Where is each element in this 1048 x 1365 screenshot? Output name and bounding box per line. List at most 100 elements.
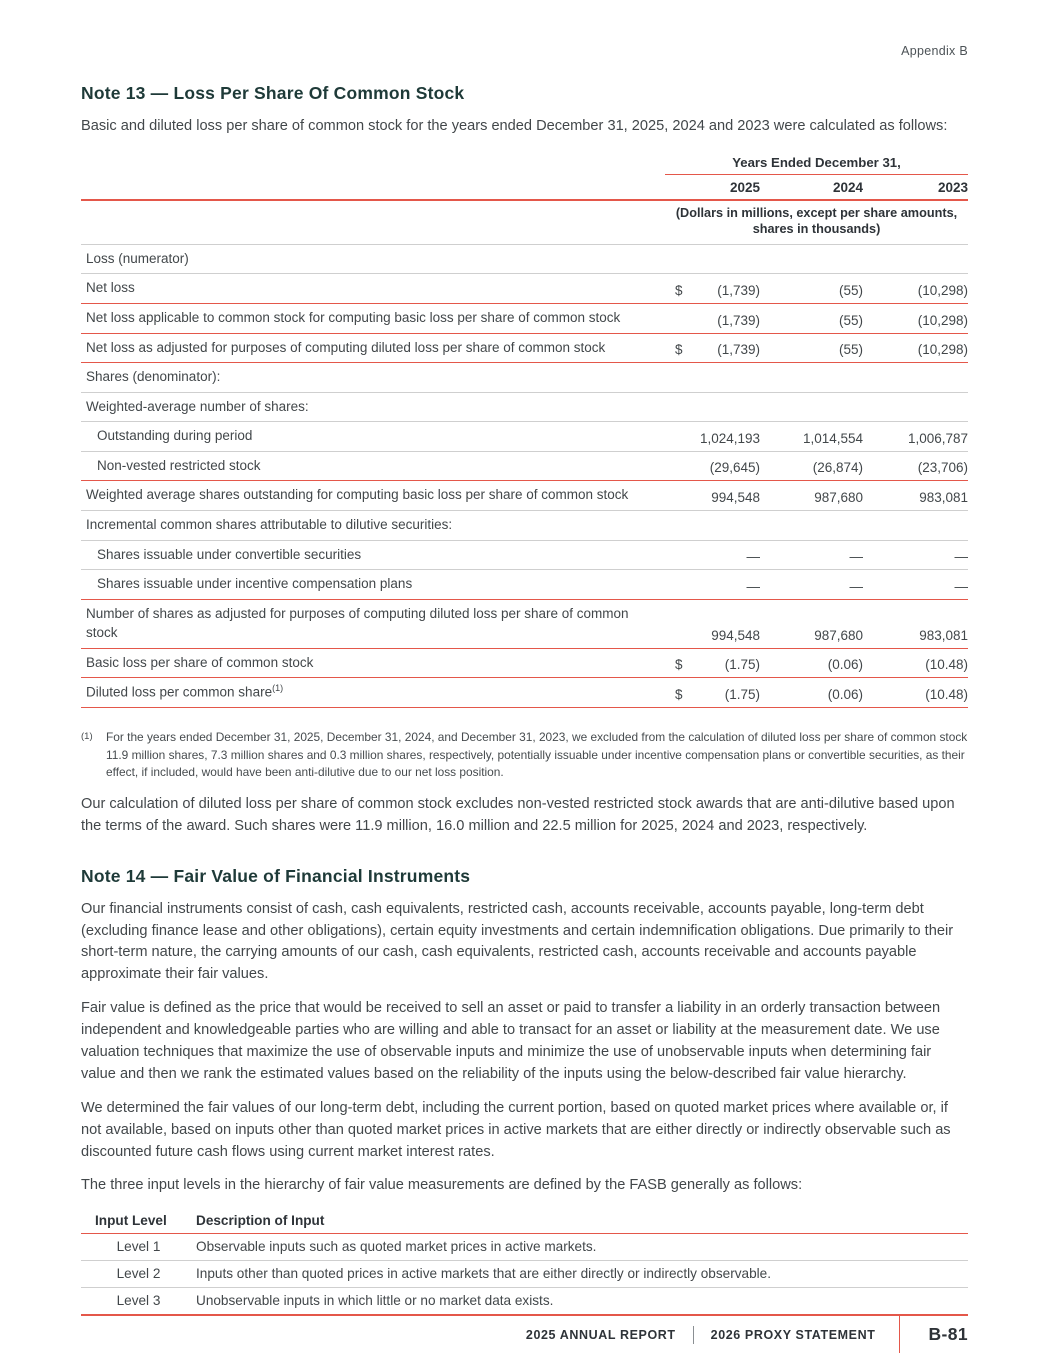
eps-table: Years Ended December 31, 2025 2024 2023 … xyxy=(81,155,968,709)
table-row: Non-vested restricted stock (29,645) (26,8… xyxy=(81,452,968,482)
value-cell: (1,739) xyxy=(717,312,760,328)
input-level-cell: Level 1 xyxy=(116,1239,161,1255)
input-levels-header-row: Input Level Description of Input xyxy=(81,1213,968,1235)
value-cell: — xyxy=(954,578,969,594)
table-row: Basic loss per share of common stock $ (1.… xyxy=(81,649,968,679)
value-cell: (55) xyxy=(838,342,863,358)
footer-annual-report: 2025 ANNUAL REPORT xyxy=(525,1327,676,1342)
value-cell: (26,874) xyxy=(812,460,863,476)
value-cell: 987,680 xyxy=(814,627,863,643)
row-label: Weighted-average number of shares: xyxy=(86,398,309,414)
input-level-row: Level 3 Unobservable inputs in which litt… xyxy=(81,1288,968,1316)
row-label: Shares (denominator): xyxy=(86,369,221,385)
value-cell: (0.06) xyxy=(827,687,863,703)
row-label: Net loss as adjusted for purposes of com… xyxy=(86,339,606,355)
value-cell: 994,548 xyxy=(711,489,760,505)
input-level-cell: Level 3 xyxy=(116,1293,161,1309)
note14-paragraph-2: Fair value is defined as the price that … xyxy=(81,1000,941,1082)
row-label: Non-vested restricted stock xyxy=(97,457,261,473)
dollar-sign-cell: $ xyxy=(675,283,683,299)
value-cell: (1.75) xyxy=(724,657,760,673)
footnote-1: (1) For the years ended December 31, 202… xyxy=(81,729,968,782)
value-cell: (10.48) xyxy=(925,687,968,703)
note13-closing-paragraph: Our calculation of diluted loss per shar… xyxy=(81,795,955,834)
input-level-description: Observable inputs such as quoted market … xyxy=(196,1239,597,1255)
footer-page-number-block: B-81 xyxy=(899,1316,968,1354)
row-label: Outstanding during period xyxy=(97,428,253,444)
value-cell: 1,024,193 xyxy=(699,430,760,446)
input-levels-table: Input Level Description of Input Level 1… xyxy=(81,1213,968,1316)
table-row: Diluted loss per common share(1) $ (1.75) (… xyxy=(81,678,968,709)
description-header: Description of Input xyxy=(196,1213,325,1229)
value-cell: 983,081 xyxy=(919,489,968,505)
value-cell: (10,298) xyxy=(917,283,968,299)
eps-table-group-header-row: Years Ended December 31, xyxy=(81,155,968,175)
table-row: Net loss $ (1,739) (55) (10,298) xyxy=(81,274,968,305)
row-label: Basic loss per share of common stock xyxy=(86,654,314,670)
value-cell: 1,014,554 xyxy=(802,430,863,446)
units-note: (Dollars in millions, except per share a… xyxy=(675,205,958,237)
value-cell: — xyxy=(849,549,864,565)
table-row: Net loss as adjusted for purposes of com… xyxy=(81,334,968,364)
input-level-cell: Level 2 xyxy=(116,1266,161,1282)
value-cell: — xyxy=(746,549,761,565)
year-column-2025: 2025 xyxy=(729,179,760,195)
table-row: Number of shares as adjusted for purpose… xyxy=(81,600,968,649)
table-row: Incremental common shares attributable t… xyxy=(81,511,968,541)
row-label: Shares issuable under incentive compensa… xyxy=(97,576,413,592)
value-cell: (10,298) xyxy=(917,312,968,328)
value-cell: — xyxy=(746,578,761,594)
input-level-row: Level 2 Inputs other than quoted prices i… xyxy=(81,1261,968,1289)
table-row: Shares issuable under convertible securi… xyxy=(81,541,968,571)
value-cell: (10.48) xyxy=(925,657,968,673)
note13-title: Note 13 — Loss Per Share Of Common Stock xyxy=(81,83,465,103)
value-cell: (29,645) xyxy=(709,460,760,476)
value-cell: (1,739) xyxy=(717,342,760,358)
value-cell: (55) xyxy=(838,283,863,299)
table-row: Net loss applicable to common stock for … xyxy=(81,304,968,334)
note14-paragraph-4: The three input levels in the hierarchy … xyxy=(81,1177,803,1194)
note13-intro: Basic and diluted loss per share of comm… xyxy=(81,118,948,134)
dollar-sign-cell: $ xyxy=(675,687,683,703)
note14-paragraph-1: Our financial instruments consist of cas… xyxy=(81,900,954,983)
note14-title: Note 14 — Fair Value of Financial Instru… xyxy=(81,865,471,886)
eps-table-units-row: (Dollars in millions, except per share a… xyxy=(81,201,968,245)
table-row: Loss (numerator) xyxy=(81,245,968,275)
table-row: Weighted average shares outstanding for … xyxy=(81,481,968,511)
value-cell: — xyxy=(954,549,969,565)
value-cell: 983,081 xyxy=(919,627,968,643)
input-levels-body: Level 1 Observable inputs such as quoted … xyxy=(81,1234,968,1316)
value-cell: (1.75) xyxy=(724,687,760,703)
footer-proxy-statement: 2026 PROXY STATEMENT xyxy=(710,1327,876,1342)
row-label: Net loss xyxy=(86,280,135,296)
value-cell: 1,006,787 xyxy=(907,430,968,446)
value-cell: (23,706) xyxy=(917,460,968,476)
dollar-sign-cell: $ xyxy=(675,657,683,673)
page-footer: 2025 ANNUAL REPORT 2026 PROXY STATEMENT … xyxy=(81,1315,968,1354)
input-level-header: Input Level xyxy=(95,1213,167,1229)
footer-divider xyxy=(692,1325,694,1344)
years-ended-header: Years Ended December 31, xyxy=(665,155,968,175)
input-level-description: Unobservable inputs in which little or n… xyxy=(196,1293,554,1309)
footnote-marker: (1) xyxy=(81,731,93,743)
row-label: Shares issuable under convertible securi… xyxy=(97,546,362,562)
value-cell: — xyxy=(849,578,864,594)
appendix-label: Appendix B xyxy=(901,44,968,58)
value-cell: (10,298) xyxy=(917,342,968,358)
row-label: Weighted average shares outstanding for … xyxy=(86,487,629,503)
eps-table-years-row: 2025 2024 2023 xyxy=(81,175,968,201)
table-row: Outstanding during period 1,024,193 1,014,… xyxy=(81,422,968,452)
table-row: Shares (denominator): xyxy=(81,363,968,393)
eps-table-body: Loss (numerator) Net loss $ (1,739) (55) (10,… xyxy=(81,245,968,709)
value-cell: (1,739) xyxy=(717,283,760,299)
row-label: Incremental common shares attributable t… xyxy=(86,516,453,532)
input-level-description: Inputs other than quoted prices in activ… xyxy=(196,1266,772,1282)
row-label: Loss (numerator) xyxy=(86,250,189,266)
footer-page-number: B-81 xyxy=(928,1324,968,1345)
year-column-2023: 2023 xyxy=(937,179,968,195)
value-cell: 987,680 xyxy=(814,489,863,505)
year-column-2024: 2024 xyxy=(832,179,863,195)
input-level-row: Level 1 Observable inputs such as quoted … xyxy=(81,1234,968,1262)
note14-paragraph-3: We determined the fair values of our lon… xyxy=(81,1099,951,1160)
